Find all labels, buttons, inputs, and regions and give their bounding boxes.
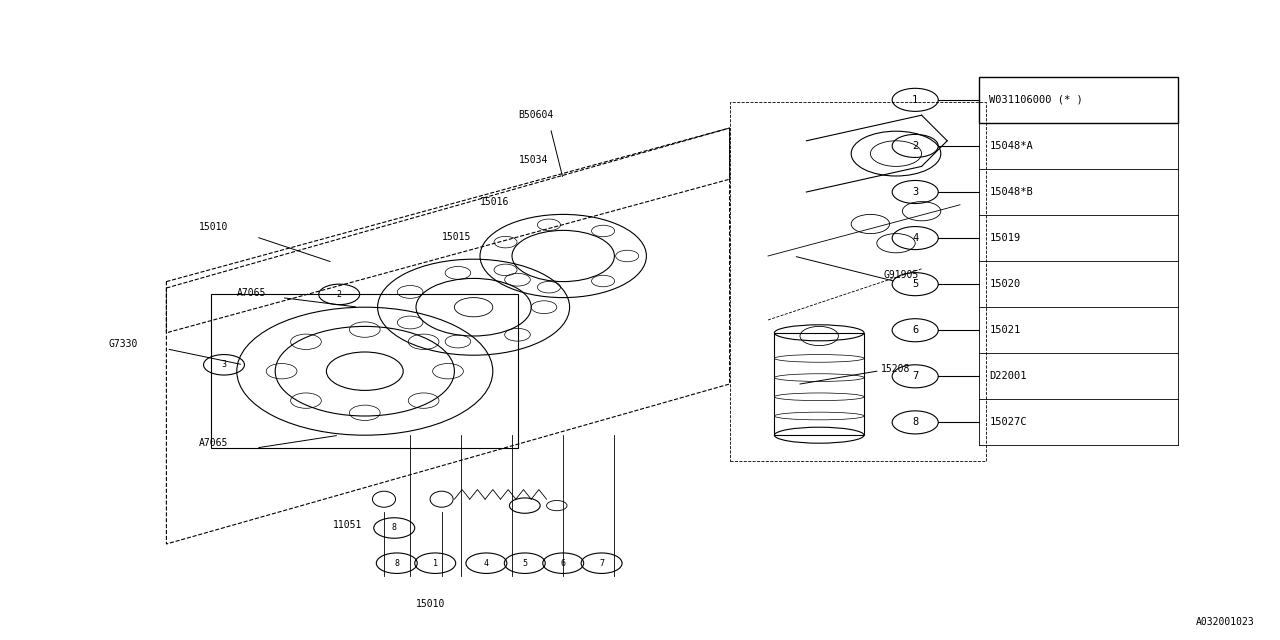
Bar <box>774 333 864 435</box>
Text: 5: 5 <box>913 279 918 289</box>
Text: D22001: D22001 <box>989 371 1027 381</box>
Text: 1: 1 <box>913 95 918 105</box>
Text: A7065: A7065 <box>198 438 228 448</box>
Text: 15048*A: 15048*A <box>989 141 1033 151</box>
Text: 15034: 15034 <box>518 156 548 165</box>
Text: G7330: G7330 <box>109 339 138 349</box>
Bar <box>730 102 986 461</box>
Text: 3: 3 <box>221 360 227 369</box>
Text: A032001023: A032001023 <box>1196 617 1254 627</box>
Text: A7065: A7065 <box>237 288 266 298</box>
Bar <box>211 294 518 448</box>
Text: 3: 3 <box>913 187 918 197</box>
Text: 15208: 15208 <box>881 365 910 374</box>
Text: 2: 2 <box>913 141 918 151</box>
Text: 15020: 15020 <box>989 279 1020 289</box>
Bar <box>979 77 1178 123</box>
Text: 8: 8 <box>394 559 399 568</box>
Text: 15048*B: 15048*B <box>989 187 1033 197</box>
Text: 15010: 15010 <box>198 223 228 232</box>
Text: 7: 7 <box>599 559 604 568</box>
Text: 1: 1 <box>433 559 438 568</box>
Text: 5: 5 <box>522 559 527 568</box>
Text: 2: 2 <box>337 290 342 299</box>
Text: 15019: 15019 <box>989 233 1020 243</box>
Text: 15016: 15016 <box>480 197 509 207</box>
Text: 8: 8 <box>913 417 918 428</box>
Text: 4: 4 <box>484 559 489 568</box>
Text: 15027C: 15027C <box>989 417 1027 428</box>
Text: B50604: B50604 <box>518 111 554 120</box>
Text: 7: 7 <box>913 371 918 381</box>
Text: 6: 6 <box>913 325 918 335</box>
Text: 6: 6 <box>561 559 566 568</box>
Text: 15010: 15010 <box>416 599 445 609</box>
Text: W031106000 (* ): W031106000 (* ) <box>989 95 1083 105</box>
Text: G91905: G91905 <box>883 271 919 280</box>
Text: 15021: 15021 <box>989 325 1020 335</box>
Text: 4: 4 <box>913 233 918 243</box>
Text: 8: 8 <box>392 524 397 532</box>
Text: 15015: 15015 <box>442 232 471 242</box>
Text: 11051: 11051 <box>333 520 362 530</box>
